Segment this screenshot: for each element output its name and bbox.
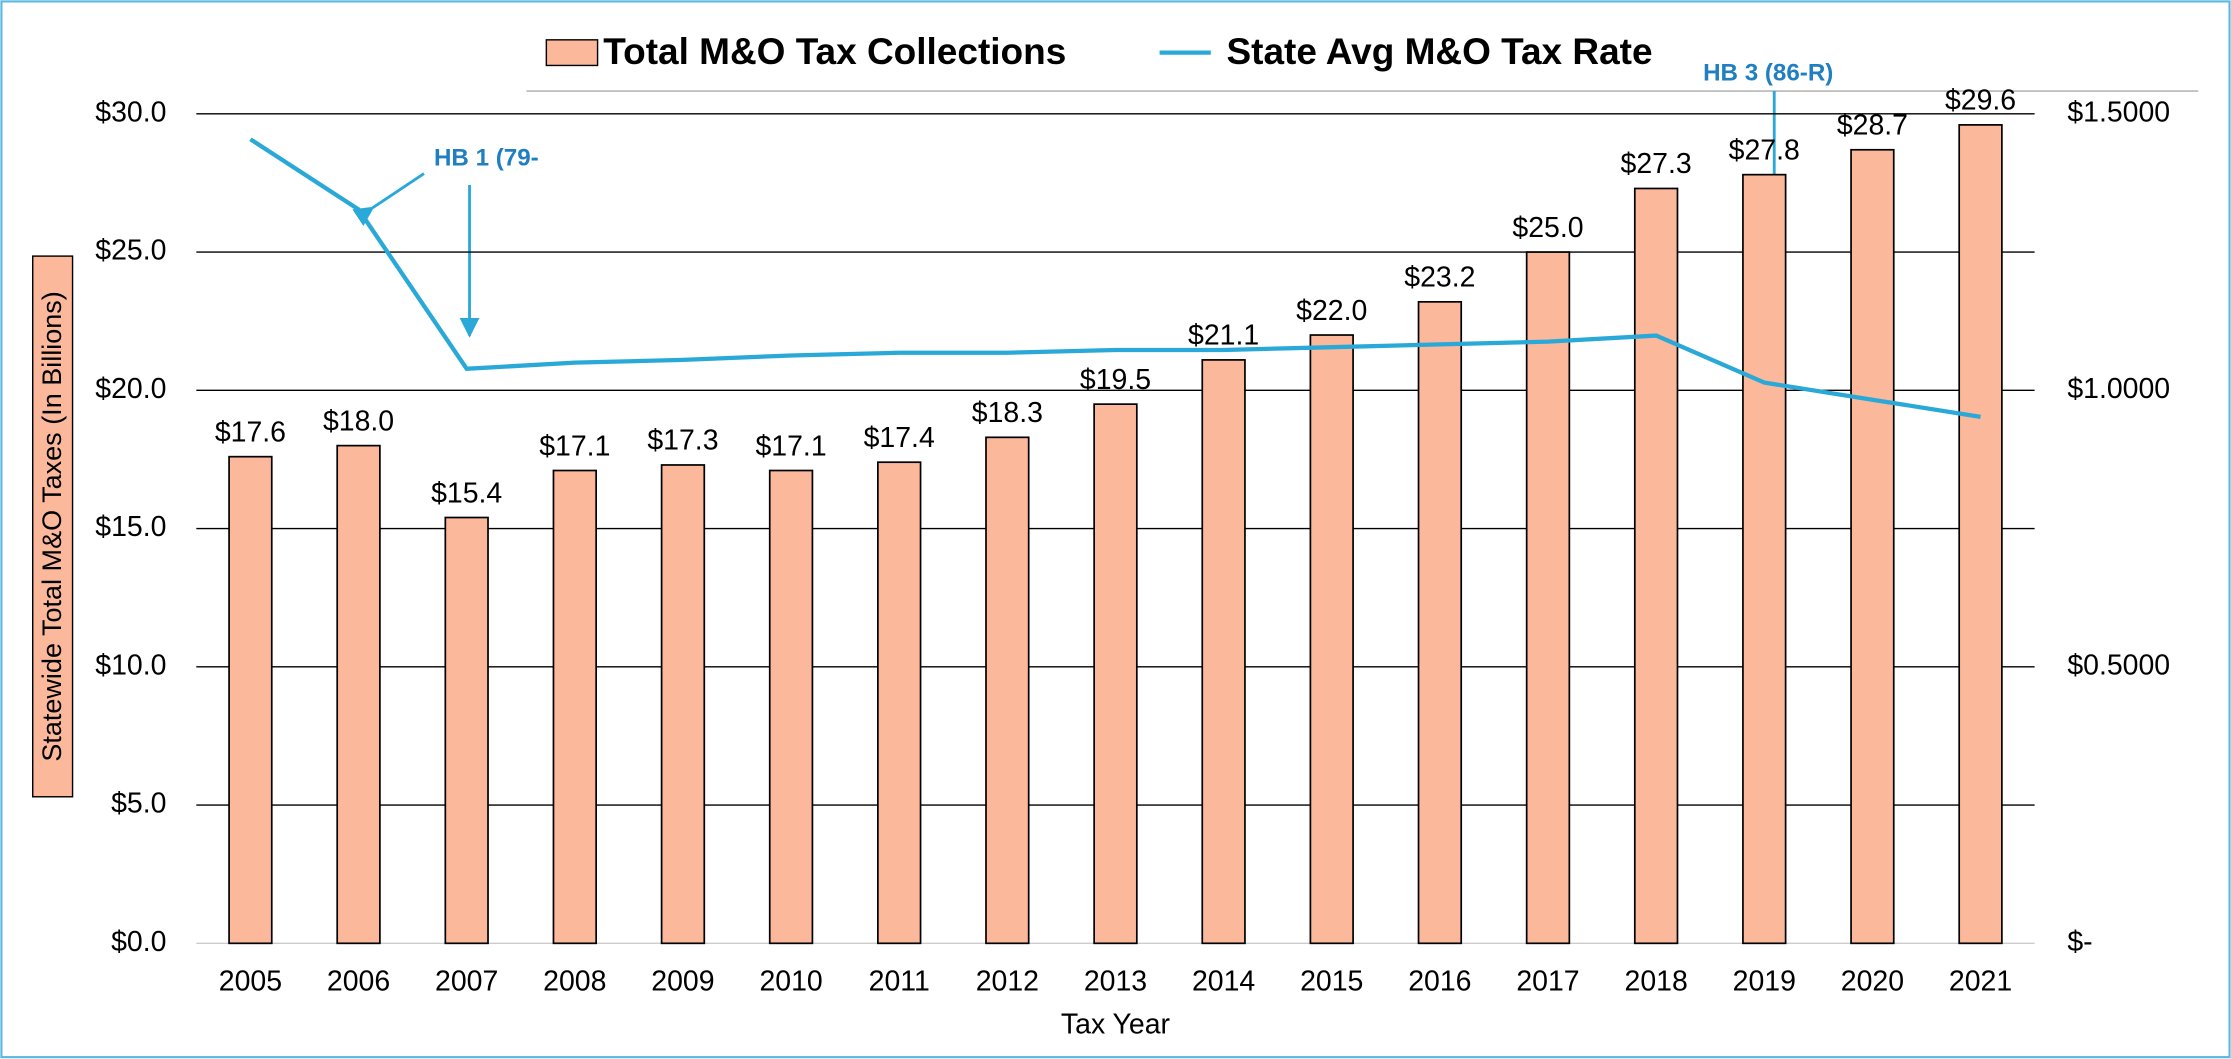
bar [660,464,706,945]
bar [336,444,381,945]
y2-tick-label: $0.5000 [2067,649,2170,681]
x-tick-label: 2017 [1516,966,1579,998]
bar [228,455,273,945]
legend-swatch [545,39,599,67]
y-tick-label: $10.0 [95,649,166,681]
bar [1309,334,1354,945]
y2-tick-label: $- [2067,926,2092,958]
bar [1093,403,1138,945]
legend-label: State Avg M&O Tax Rate [1226,31,1652,72]
x-tick-label: 2014 [1192,966,1255,998]
bar [985,436,1030,945]
y-tick-label: $15.0 [95,511,166,543]
x-tick-label: 2016 [1408,966,1471,998]
bar [1633,187,1679,945]
value-label: $18.0 [323,405,394,437]
value-label: $22.0 [1296,295,1367,327]
x-tick-label: 2009 [651,966,714,998]
value-label: $17.3 [647,425,718,457]
bar [552,469,598,945]
y-label-group: Statewide Total M&O Taxes (In Billions) [32,255,74,798]
x-tick-label: 2013 [1084,966,1147,998]
annotation-arrow [352,172,425,226]
value-label: $29.6 [1945,85,2016,117]
value-label: $19.5 [1080,364,1151,396]
bar [1417,300,1463,945]
value-label: $27.3 [1621,148,1692,180]
bar [1742,173,1787,945]
y-label-box [32,255,74,798]
x-tick-label: 2010 [759,966,822,998]
value-label: $28.7 [1837,110,1908,142]
rate-line [249,137,1981,419]
value-label: $23.2 [1404,262,1475,294]
legend-label: Total M&O Tax Collections [603,31,1066,72]
value-label: $21.1 [1188,320,1259,352]
bar [877,461,922,945]
y-tick-label: $25.0 [95,235,166,267]
annotation: HB 1 (79- [434,145,539,172]
bar [1850,148,1895,945]
x-tick-label: 2012 [976,966,1039,998]
x-tick-label: 2021 [1949,966,2012,998]
value-label: $17.6 [215,416,286,448]
y-tick-label: $20.0 [95,373,166,405]
x-tick-label: 2007 [435,966,498,998]
y-tick-label: $30.0 [95,96,166,128]
bar [768,469,814,945]
y-tick-label: $5.0 [111,788,166,820]
value-label: $15.4 [431,477,502,509]
x-tick-label: 2018 [1625,966,1688,998]
y-axis-label: Statewide Total M&O Taxes (In Billions) [37,291,67,761]
annotation: HB 3 (86-R) [1703,59,1833,86]
value-label: $17.4 [864,422,935,454]
y-tick-label: $0.0 [111,926,166,958]
value-label: $17.1 [539,430,610,462]
x-tick-label: 2005 [219,966,282,998]
y2-tick-label: $1.0000 [2067,373,2170,405]
value-label: $27.8 [1729,134,1800,166]
x-tick-label: 2008 [543,966,606,998]
bar [444,516,489,945]
bar [1525,251,1571,945]
value-label: $25.0 [1512,212,1583,244]
x-tick-label: 2011 [869,966,930,998]
y2-tick-label: $1.5000 [2067,96,2170,128]
x-axis-label: Tax Year [1061,1008,1170,1040]
value-label: $17.1 [755,430,826,462]
x-tick-label: 2020 [1841,966,1904,998]
bar [1958,124,2003,945]
x-tick-label: 2015 [1300,966,1363,998]
bar [1201,359,1246,945]
x-tick-label: 2006 [327,966,390,998]
value-label: $18.3 [972,397,1043,429]
x-tick-label: 2019 [1733,966,1796,998]
